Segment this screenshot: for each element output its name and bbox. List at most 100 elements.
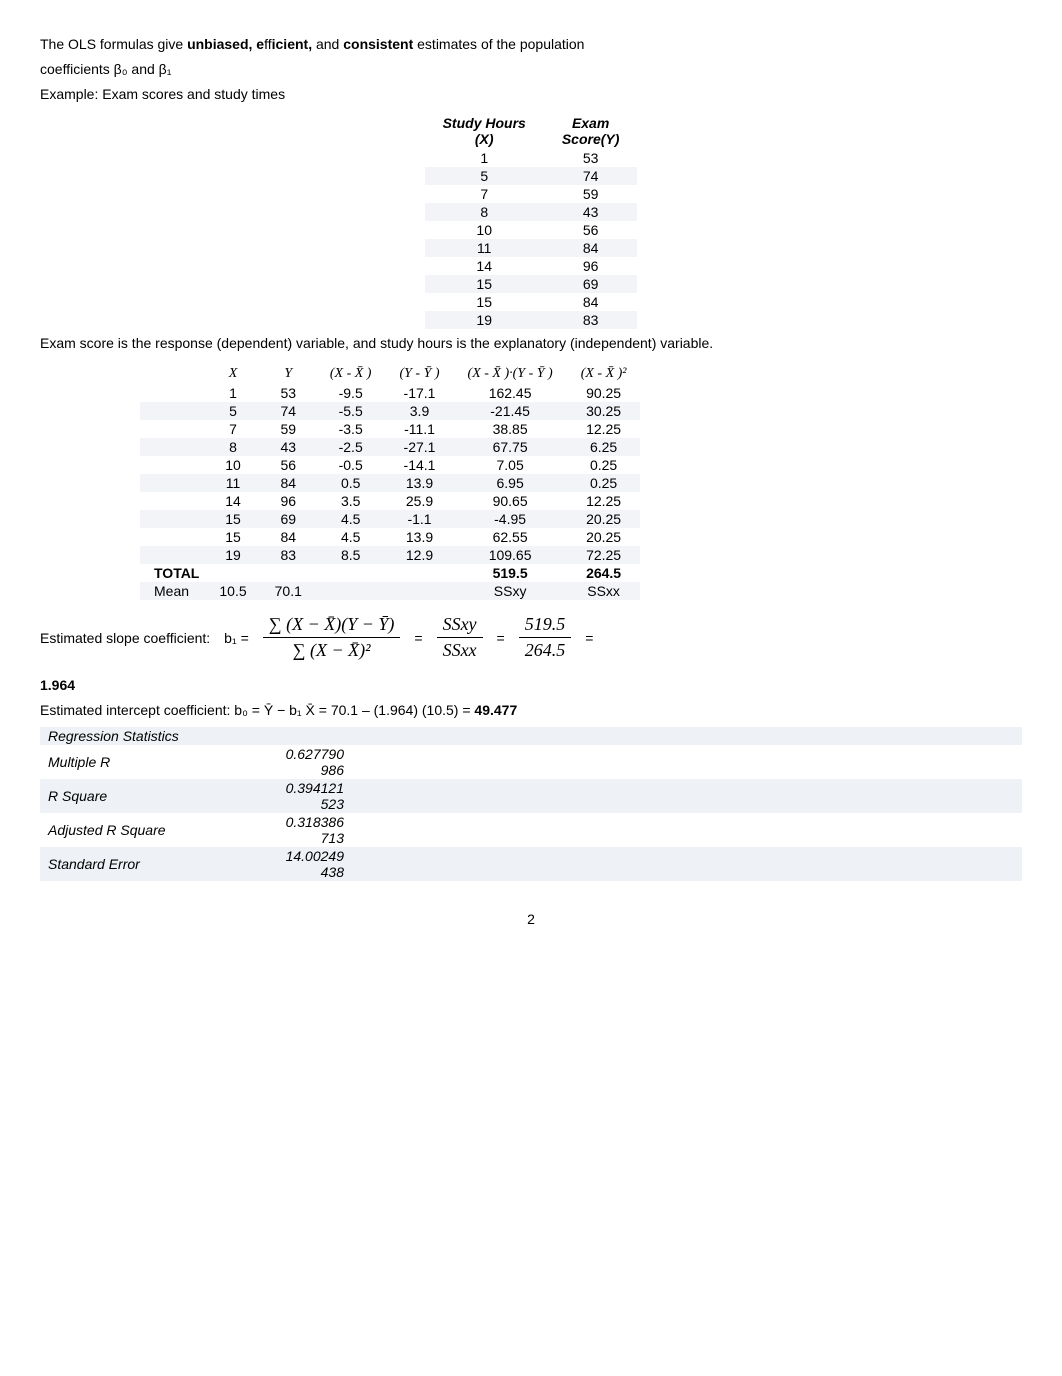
fraction-3: 519.5264.5 bbox=[519, 614, 572, 661]
table-row: 153 bbox=[425, 149, 638, 167]
fraction-2: SSxySSxx bbox=[437, 614, 483, 661]
cell: 5 bbox=[205, 402, 260, 420]
cell: 10.5 bbox=[205, 582, 260, 600]
cell: 20.25 bbox=[567, 528, 641, 546]
cell: 12.25 bbox=[567, 420, 641, 438]
cell: 4.5 bbox=[316, 510, 386, 528]
cell: 3.9 bbox=[385, 402, 453, 420]
cell bbox=[352, 727, 1022, 745]
cell: -1.1 bbox=[385, 510, 453, 528]
table-row: Adjusted R Square0.318386713 bbox=[40, 813, 1022, 847]
eq-b1: b₁ = bbox=[224, 630, 249, 646]
intro-line-2: coefficients β₀ and β₁ bbox=[40, 59, 1022, 80]
table-header-row: Study Hours (X)Exam Score(Y) bbox=[425, 113, 638, 149]
equals: = bbox=[497, 630, 505, 646]
cell bbox=[205, 564, 260, 582]
kw-efficient: icient, bbox=[272, 36, 312, 52]
table-header-row: XY(X - X̄ )(Y - Ȳ )(X - X̄ )·(Y - Ȳ )(X … bbox=[140, 362, 640, 384]
cell: -0.5 bbox=[316, 456, 386, 474]
cell bbox=[385, 564, 453, 582]
cell: 0.25 bbox=[567, 456, 641, 474]
cell: 83 bbox=[261, 546, 316, 564]
cell: 59 bbox=[261, 420, 316, 438]
cell-y: 59 bbox=[544, 185, 638, 203]
intercept-result: 49.477 bbox=[474, 702, 517, 718]
cell-y: 56 bbox=[544, 221, 638, 239]
cell: 12.25 bbox=[567, 492, 641, 510]
stat-value: 14.00249438 bbox=[226, 847, 352, 881]
cell: -21.45 bbox=[454, 402, 567, 420]
cell: 30.25 bbox=[567, 402, 641, 420]
cell: -27.1 bbox=[385, 438, 453, 456]
cell-y: 96 bbox=[544, 257, 638, 275]
table-row: 1184 bbox=[425, 239, 638, 257]
cell-y: 74 bbox=[544, 167, 638, 185]
regression-stats-table: Regression StatisticsMultiple R0.6277909… bbox=[40, 727, 1022, 881]
table-row: 759-3.5-11.138.8512.25 bbox=[140, 420, 640, 438]
cell-y: 84 bbox=[544, 293, 638, 311]
cell: -5.5 bbox=[316, 402, 386, 420]
col-head bbox=[140, 362, 205, 384]
cell-x: 11 bbox=[425, 239, 544, 257]
cell: 519.5 bbox=[454, 564, 567, 582]
fraction-1: ∑ (X − X̄)(Y − Ȳ)∑ (X − X̄)² bbox=[263, 614, 401, 661]
cell: 7.05 bbox=[454, 456, 567, 474]
study-hours-table: Study Hours (X)Exam Score(Y)153574759843… bbox=[425, 113, 638, 329]
cell-x: 15 bbox=[425, 293, 544, 311]
cell: 264.5 bbox=[567, 564, 641, 582]
cell: 53 bbox=[261, 384, 316, 402]
cell: Mean bbox=[140, 582, 205, 600]
cell: 74 bbox=[261, 402, 316, 420]
stat-value: 0.318386713 bbox=[226, 813, 352, 847]
table-row: 14963.525.990.6512.25 bbox=[140, 492, 640, 510]
denominator: ∑ (X − X̄)² bbox=[293, 638, 371, 661]
cell: 8 bbox=[205, 438, 260, 456]
cell: 13.9 bbox=[385, 474, 453, 492]
stat-name: R Square bbox=[40, 779, 226, 813]
cell-y: 43 bbox=[544, 203, 638, 221]
cell: 6.25 bbox=[567, 438, 641, 456]
col-head: (X - X̄ )·(Y - Ȳ ) bbox=[454, 362, 567, 384]
cell: 62.55 bbox=[454, 528, 567, 546]
stats-title-row: Regression Statistics bbox=[40, 727, 1022, 745]
cell: SSxx bbox=[567, 582, 641, 600]
cell bbox=[316, 564, 386, 582]
table-row: 1569 bbox=[425, 275, 638, 293]
col-head: (Y - Ȳ ) bbox=[385, 362, 453, 384]
cell: 109.65 bbox=[454, 546, 567, 564]
cell bbox=[140, 474, 205, 492]
cell-x: 19 bbox=[425, 311, 544, 329]
col-y: Exam Score(Y) bbox=[544, 113, 638, 149]
cell: 25.9 bbox=[385, 492, 453, 510]
cell-y: 84 bbox=[544, 239, 638, 257]
table-row: Multiple R0.627790986 bbox=[40, 745, 1022, 779]
stats-title: Regression Statistics bbox=[40, 727, 226, 745]
calc-table: XY(X - X̄ )(Y - Ȳ )(X - X̄ )·(Y - Ȳ )(X … bbox=[140, 362, 640, 600]
col-head: (X - X̄ ) bbox=[316, 362, 386, 384]
numerator: 519.5 bbox=[519, 614, 572, 638]
table-row: 1056-0.5-14.17.050.25 bbox=[140, 456, 640, 474]
cell: 90.25 bbox=[567, 384, 641, 402]
cell: 10 bbox=[205, 456, 260, 474]
col-head: (X - X̄ )² bbox=[567, 362, 641, 384]
cell: SSxy bbox=[454, 582, 567, 600]
cell-x: 5 bbox=[425, 167, 544, 185]
cell-x: 15 bbox=[425, 275, 544, 293]
cell: 14 bbox=[205, 492, 260, 510]
table-row: 759 bbox=[425, 185, 638, 203]
cell: 11 bbox=[205, 474, 260, 492]
cell: -3.5 bbox=[316, 420, 386, 438]
table-row: R Square0.394121523 bbox=[40, 779, 1022, 813]
table-row: 15844.513.962.5520.25 bbox=[140, 528, 640, 546]
cell: 19 bbox=[205, 546, 260, 564]
equals: = bbox=[414, 630, 422, 646]
table-row: 1584 bbox=[425, 293, 638, 311]
page-number: 2 bbox=[40, 911, 1022, 927]
cell bbox=[352, 779, 1022, 813]
cell bbox=[352, 745, 1022, 779]
col-x: Study Hours (X) bbox=[425, 113, 544, 149]
table-row: 843 bbox=[425, 203, 638, 221]
cell bbox=[385, 582, 453, 600]
cell-x: 14 bbox=[425, 257, 544, 275]
slope-result: 1.964 bbox=[40, 675, 1022, 696]
